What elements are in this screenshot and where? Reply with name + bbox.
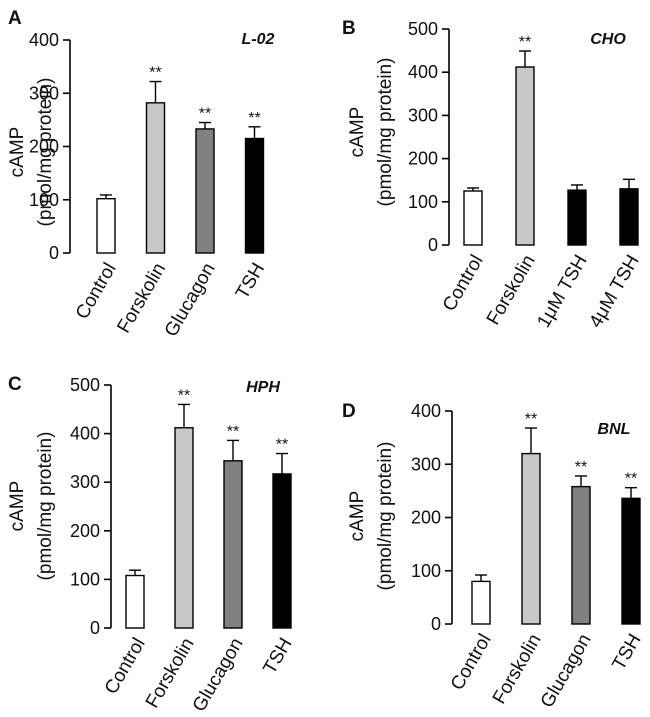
y-tick-label: 100 xyxy=(70,569,100,589)
category-label: Forskolin xyxy=(113,260,170,337)
y-tick-label: 0 xyxy=(428,235,438,255)
bar xyxy=(244,137,265,254)
significance-label: ** xyxy=(525,411,537,428)
bar xyxy=(571,485,591,625)
category-label: TSH xyxy=(232,260,269,303)
panel-title: HPH xyxy=(246,379,280,396)
y-axis-label: cAMP xyxy=(7,481,28,532)
bar xyxy=(567,189,587,246)
significance-label: ** xyxy=(625,471,637,488)
category-label: Control xyxy=(439,252,488,316)
y-tick-label: 500 xyxy=(408,19,438,39)
chart-panel-a: A L-02 cAMP (pmol/mg protein) 0 100 200 300 400 C… xyxy=(7,8,275,340)
y-tick-label: 100 xyxy=(408,192,438,212)
y-tick-label: 300 xyxy=(411,454,441,474)
significance-label: ** xyxy=(149,65,161,82)
category-label: Forskolin xyxy=(142,635,199,712)
y-tick-label: 200 xyxy=(408,149,438,169)
panel-label: C xyxy=(8,374,22,395)
y-tick-label: 200 xyxy=(70,521,100,541)
y-tick-label: 200 xyxy=(29,137,59,157)
y-tick-label: 500 xyxy=(70,375,100,395)
chart-panel-c: C HPH cAMP (pmol/mg protein) 0 100 200 300 400 50… xyxy=(7,374,297,715)
y-tick-label: 300 xyxy=(408,105,438,125)
category-label: 4μM TSH xyxy=(585,252,643,332)
y-axis-unit-label: (pmol/mg protein) xyxy=(375,58,396,207)
bar xyxy=(125,574,145,629)
y-axis-unit-label: (pmol/mg protein) xyxy=(35,432,56,581)
bar xyxy=(521,452,541,625)
category-label: Glucagon xyxy=(161,260,220,341)
y-tick-label: 300 xyxy=(70,472,100,492)
panel-title: L-02 xyxy=(242,31,275,48)
y-tick-label: 300 xyxy=(29,83,59,103)
y-axis-label: cAMP xyxy=(7,127,28,178)
bar xyxy=(471,580,491,625)
chart-panel-b: B CHO cAMP (pmol/mg protein) 0 100 200 300 400 50… xyxy=(342,18,644,332)
category-label: Forskolin xyxy=(489,631,546,708)
significance-label: ** xyxy=(276,437,288,454)
category-label: TSH xyxy=(259,635,296,678)
category-label: Control xyxy=(447,631,496,695)
y-axis-unit-label: (pmol/mg protein) xyxy=(35,78,56,227)
bar xyxy=(174,427,194,629)
category-label: TSH xyxy=(608,631,645,674)
bar xyxy=(223,460,243,629)
category-label: Control xyxy=(101,635,150,699)
y-tick-label: 400 xyxy=(408,62,438,82)
significance-label: ** xyxy=(227,423,239,440)
panel-label: D xyxy=(342,401,356,422)
category-label: Forskolin xyxy=(483,252,540,329)
y-axis-label: cAMP xyxy=(347,491,368,542)
bar xyxy=(515,66,535,246)
y-tick-label: 400 xyxy=(411,401,441,421)
bar xyxy=(145,102,166,254)
bar xyxy=(195,128,215,254)
bar xyxy=(463,190,483,246)
panel-label: A xyxy=(8,8,22,29)
significance-label: ** xyxy=(199,106,211,123)
panel-title: CHO xyxy=(590,31,626,48)
bar xyxy=(619,188,639,246)
category-label: Glucagon xyxy=(537,631,596,712)
category-label: Control xyxy=(72,260,121,324)
y-tick-label: 0 xyxy=(431,614,441,634)
y-tick-label: 200 xyxy=(411,508,441,528)
y-tick-label: 400 xyxy=(29,30,59,50)
y-axis-unit-label: (pmol/mg protein) xyxy=(375,442,396,591)
panel-title: BNL xyxy=(598,421,631,438)
bar xyxy=(621,497,641,625)
significance-label: ** xyxy=(575,459,587,476)
panel-label: B xyxy=(342,18,356,39)
bar xyxy=(272,473,292,629)
chart-panel-d: D BNL cAMP (pmol/mg protein) 0 100 200 300 400 Co… xyxy=(342,401,646,711)
y-tick-label: 400 xyxy=(70,424,100,444)
y-tick-label: 0 xyxy=(90,618,100,638)
category-label: 1μM TSH xyxy=(533,252,591,332)
significance-label: ** xyxy=(248,110,260,127)
y-tick-label: 100 xyxy=(411,561,441,581)
y-tick-label: 100 xyxy=(29,190,59,210)
bar xyxy=(96,197,116,254)
y-axis-label: cAMP xyxy=(347,107,368,158)
y-tick-label: 0 xyxy=(49,243,59,263)
significance-label: ** xyxy=(519,34,531,51)
significance-label: ** xyxy=(178,387,190,404)
